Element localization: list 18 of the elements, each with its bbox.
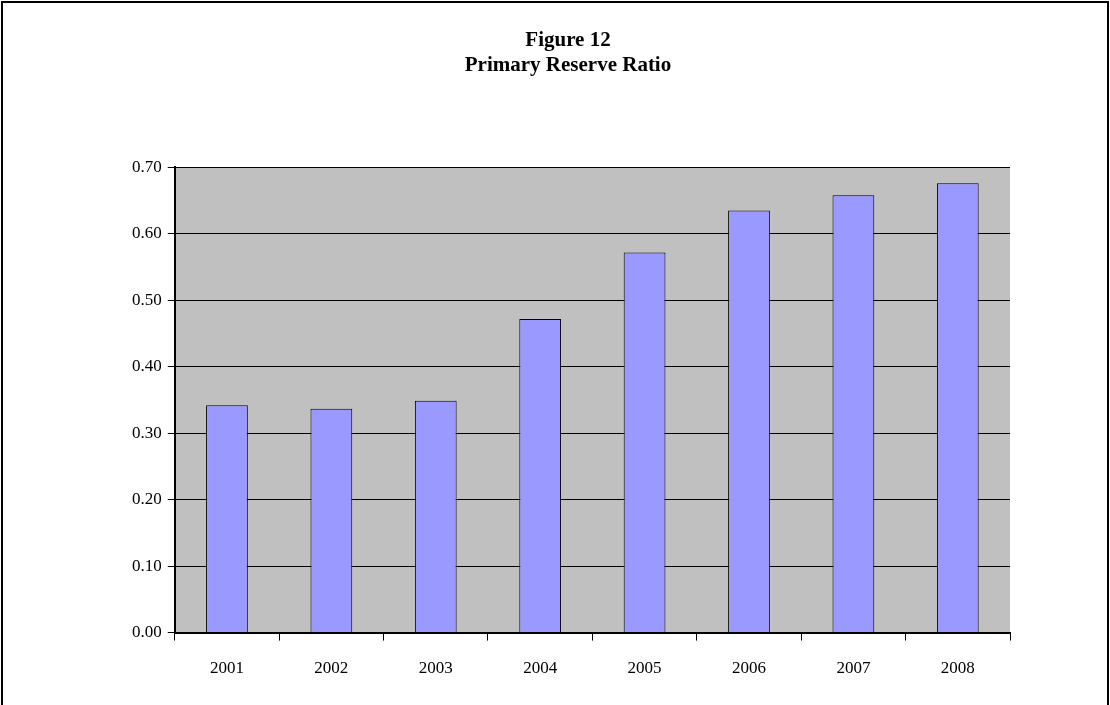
y-tick-label: 0.60 <box>132 223 162 243</box>
chart-subtitle: Primary Reserve Ratio <box>464 52 672 77</box>
x-tick-label: 2007 <box>836 658 871 678</box>
x-tick-label: 2002 <box>314 658 349 678</box>
x-tick-label: 2004 <box>523 658 558 678</box>
x-tick-label: 2001 <box>209 658 244 678</box>
y-tick-label: 0.50 <box>132 289 162 309</box>
y-tick-label: 0.70 <box>132 156 162 176</box>
y-tick-label: 0.10 <box>132 555 162 575</box>
y-tick-label: 0.40 <box>132 356 162 376</box>
x-tick-label: 2006 <box>731 658 766 678</box>
chart-title: Figure 12 <box>525 27 611 52</box>
x-tick-label: 2008 <box>940 658 975 678</box>
x-tick-label: 2005 <box>627 658 662 678</box>
y-tick-label: 0.00 <box>132 622 162 642</box>
y-tick-label: 0.30 <box>132 422 162 442</box>
x-tick-label: 2003 <box>418 658 453 678</box>
y-tick-label: 0.20 <box>132 489 162 509</box>
